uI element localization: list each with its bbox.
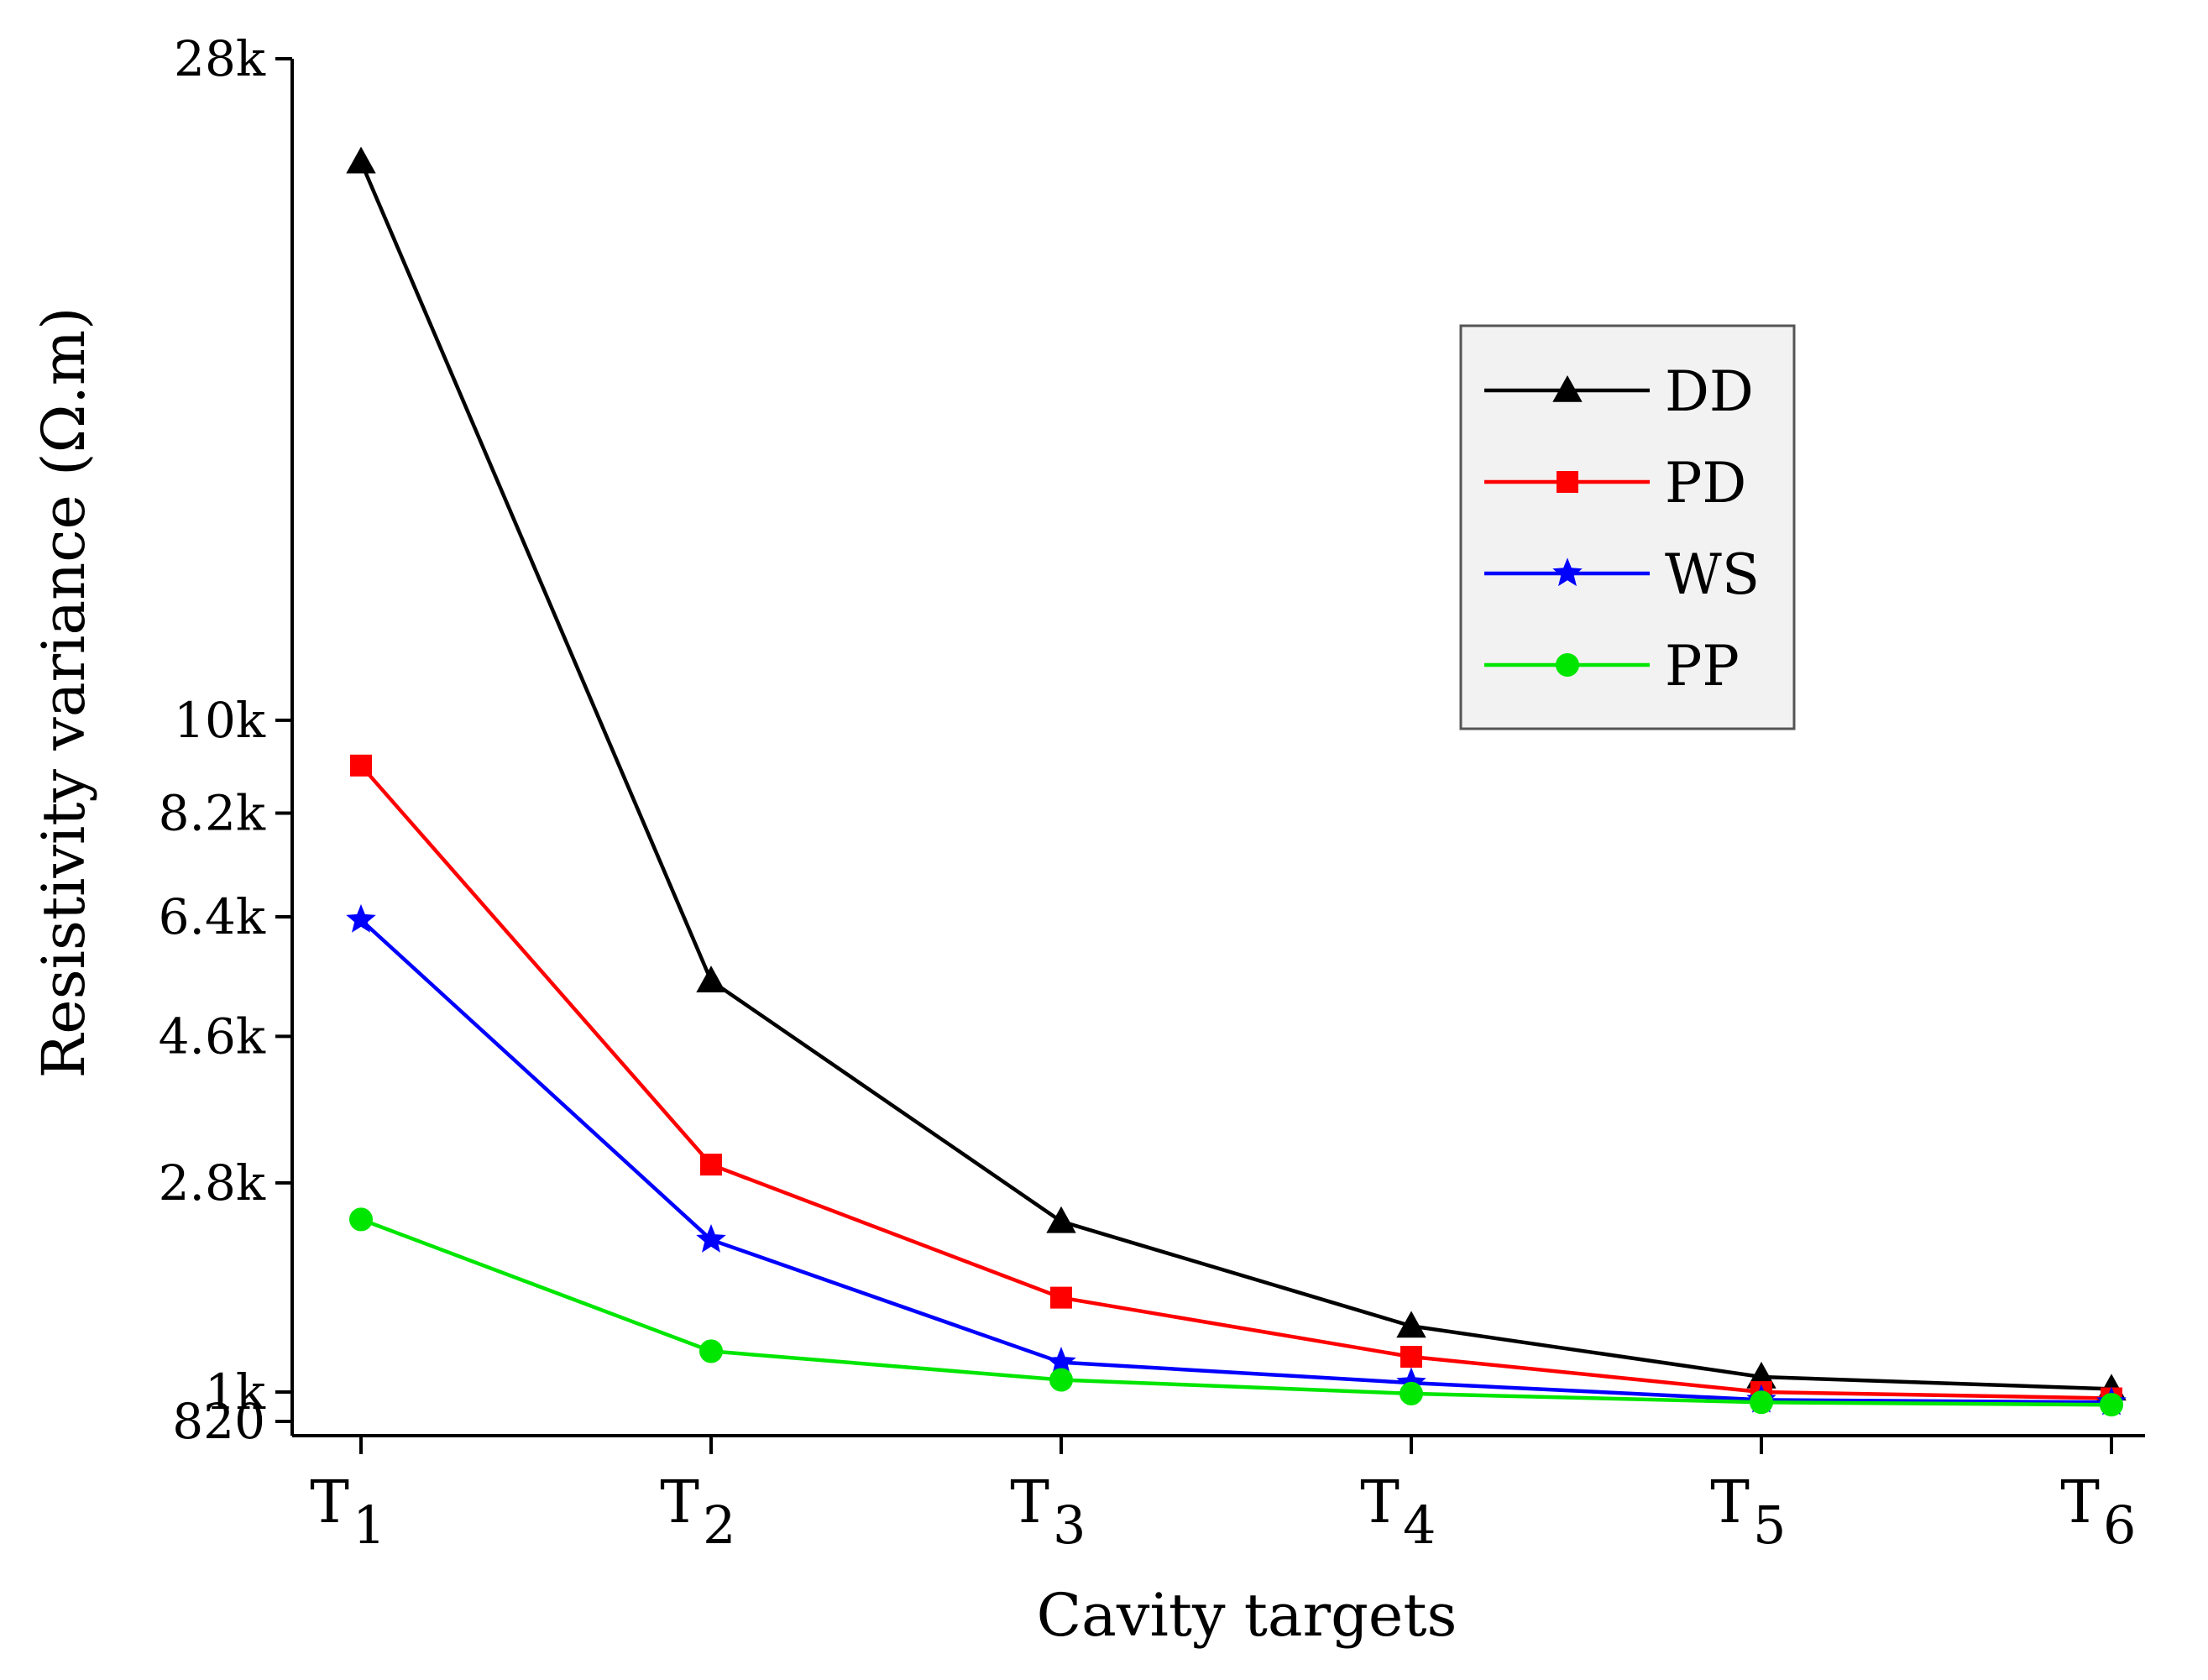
y-axis-title: Resistivity variance (Ω.m) (29, 307, 98, 1079)
data-point-ws (346, 903, 376, 933)
legend-item-dd: DD (1484, 359, 1754, 424)
x-tick-label-main: T (310, 1468, 349, 1536)
legend-item-ws: WS (1484, 542, 1760, 607)
legend-item-pd: PD (1484, 451, 1746, 516)
x-tick-label-sub: 1 (353, 1494, 385, 1556)
y-tick-label: 10k (174, 692, 266, 749)
x-tick-label-main: T (1710, 1468, 1750, 1536)
data-point-ws (696, 1223, 726, 1253)
data-point-dd (346, 146, 376, 174)
series-pd (350, 754, 2122, 1410)
data-point-dd (1046, 1206, 1076, 1233)
data-point-pp (1400, 1381, 1423, 1405)
data-point-dd (696, 966, 726, 992)
x-tick-label-sub: 5 (1753, 1494, 1786, 1556)
series-line-pd (359, 764, 2112, 1400)
legend-marker (1552, 374, 1583, 402)
data-point-dd (1396, 1311, 1426, 1338)
x-tick-label-sub: 6 (2103, 1494, 2136, 1556)
data-point-pp (699, 1339, 723, 1363)
y-tick-label: 820 (172, 1393, 265, 1450)
data-point-pd (1400, 1346, 1422, 1369)
x-tick-label-sub: 4 (1403, 1494, 1436, 1556)
series-dd (346, 146, 2127, 1401)
legend: DD PD WS PP (1459, 324, 1796, 730)
series-ws (346, 903, 2127, 1416)
legend-label: WS (1665, 542, 1760, 607)
legend-label: PD (1665, 451, 1746, 516)
legend-label: DD (1665, 359, 1754, 424)
data-point-pp (1049, 1368, 1073, 1392)
legend-item-pp: PP (1484, 634, 1740, 699)
axis-labels: Cavity targets Resistivity variance (Ω.m… (29, 307, 1457, 1650)
x-tick-label-main: T (660, 1468, 699, 1536)
series-pp (349, 1207, 2123, 1417)
x-axis-title: Cavity targets (1037, 1581, 1457, 1650)
x-tick-label-main: T (2060, 1468, 2100, 1536)
data-point-pp (1750, 1390, 1773, 1415)
x-tick-label-main: T (1360, 1468, 1400, 1536)
y-tick-label: 28k (174, 30, 266, 87)
legend-marker (1552, 557, 1583, 587)
legend-label: PP (1665, 634, 1740, 699)
series-line-dd (358, 160, 2112, 1391)
x-tick-label-sub: 2 (703, 1494, 735, 1556)
data-point-pd (350, 754, 372, 777)
data-point-pd (1050, 1286, 1072, 1309)
series-lines (346, 146, 2127, 1417)
x-tick-label-sub: 3 (1053, 1494, 1086, 1556)
data-point-pp (349, 1207, 373, 1232)
series-line-pp (360, 1217, 2112, 1407)
x-tick-label-main: T (1010, 1468, 1049, 1536)
y-tick-label: 1k (205, 1363, 266, 1421)
y-tick-label: 6.4k (159, 888, 266, 945)
series-line-ws (359, 918, 2112, 1405)
data-point-pd (700, 1154, 722, 1176)
legend-marker (1557, 471, 1578, 493)
y-tick-label: 2.8k (159, 1154, 266, 1212)
y-tick-label: 4.6k (159, 1007, 266, 1065)
legend-box (1459, 324, 1796, 730)
legend-marker (1556, 653, 1579, 677)
y-tick-label: 8.2k (159, 784, 266, 841)
data-point-pp (2100, 1393, 2123, 1417)
